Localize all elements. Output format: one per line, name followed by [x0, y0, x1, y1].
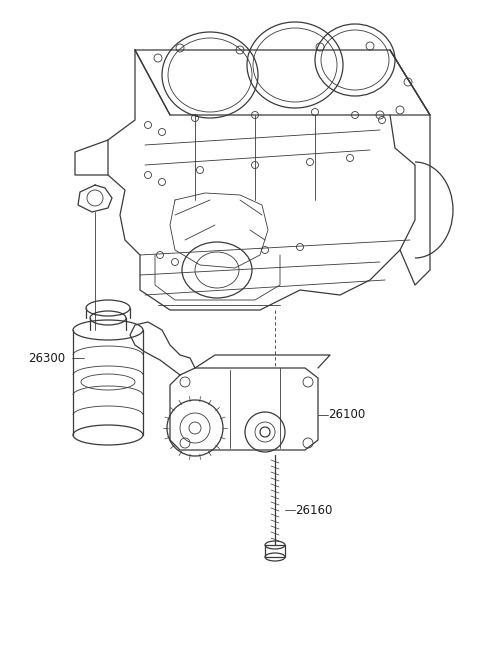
Text: 26160: 26160	[295, 504, 332, 517]
Text: 26300: 26300	[28, 352, 65, 364]
Bar	[265, 545, 285, 557]
Text: 26100: 26100	[328, 409, 365, 422]
